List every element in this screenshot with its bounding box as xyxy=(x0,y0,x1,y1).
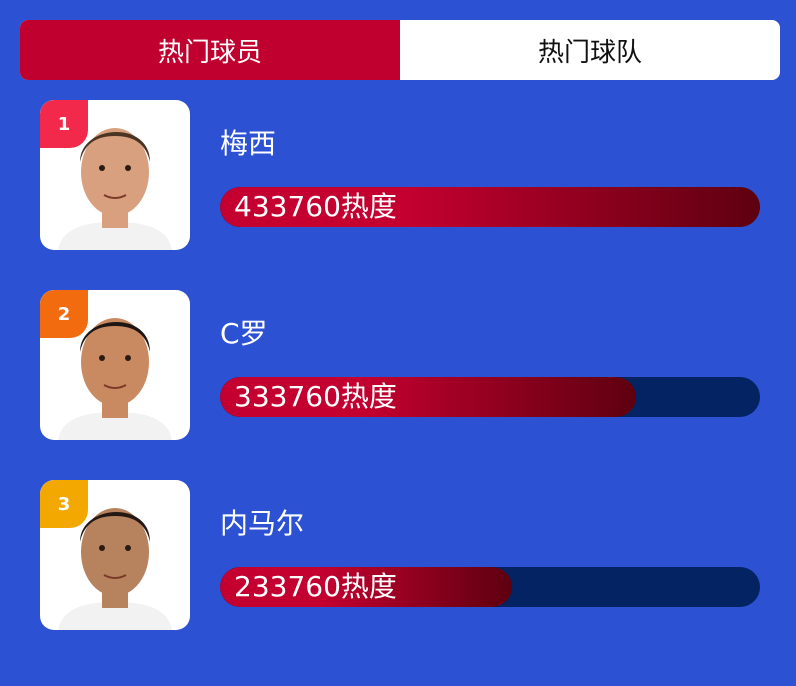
player-photo-icon xyxy=(58,128,172,250)
heat-bar-fill xyxy=(220,377,636,417)
player-name: 梅西 xyxy=(220,127,277,160)
player-row[interactable]: 3 内马尔 233760热度 xyxy=(40,480,760,630)
rank-number: 1 xyxy=(57,113,71,135)
rank-badge: 2 xyxy=(40,290,88,338)
player-row[interactable]: 1 梅西 433760热度 xyxy=(40,100,760,250)
player-photo-icon xyxy=(58,508,172,630)
player-name: 内马尔 xyxy=(220,507,305,540)
rank-badge: 3 xyxy=(40,480,88,528)
heat-bar-fill xyxy=(220,187,760,227)
player-avatar: 3 xyxy=(40,480,190,630)
heat-value: 333760热度 xyxy=(234,380,397,413)
heat-value: 233760热度 xyxy=(234,570,397,603)
player-name: C罗 xyxy=(220,317,268,350)
tab-hot-players[interactable]: 热门球员 xyxy=(20,20,400,80)
heat-value: 433760热度 xyxy=(234,190,397,223)
player-photo-icon xyxy=(58,318,172,440)
tab-hot-teams[interactable]: 热门球队 xyxy=(400,20,780,80)
heat-bar-track: 233760热度 xyxy=(220,567,760,607)
rank-number: 3 xyxy=(57,493,71,515)
tab-hot-teams-label: 热门球队 xyxy=(537,37,642,68)
tab-hot-players-label: 热门球员 xyxy=(157,37,262,68)
heat-bar-track: 333760热度 xyxy=(220,377,760,417)
player-avatar: 2 xyxy=(40,290,190,440)
player-avatar: 1 xyxy=(40,100,190,250)
heat-bar-fill xyxy=(220,567,512,607)
rank-number: 2 xyxy=(57,303,71,325)
tab-bar: 热门球员 热门球队 xyxy=(20,20,780,80)
heat-bar-track: 433760热度 xyxy=(220,187,760,227)
player-row[interactable]: 2 C罗 333760热度 xyxy=(40,290,760,440)
rank-badge: 1 xyxy=(40,100,88,148)
